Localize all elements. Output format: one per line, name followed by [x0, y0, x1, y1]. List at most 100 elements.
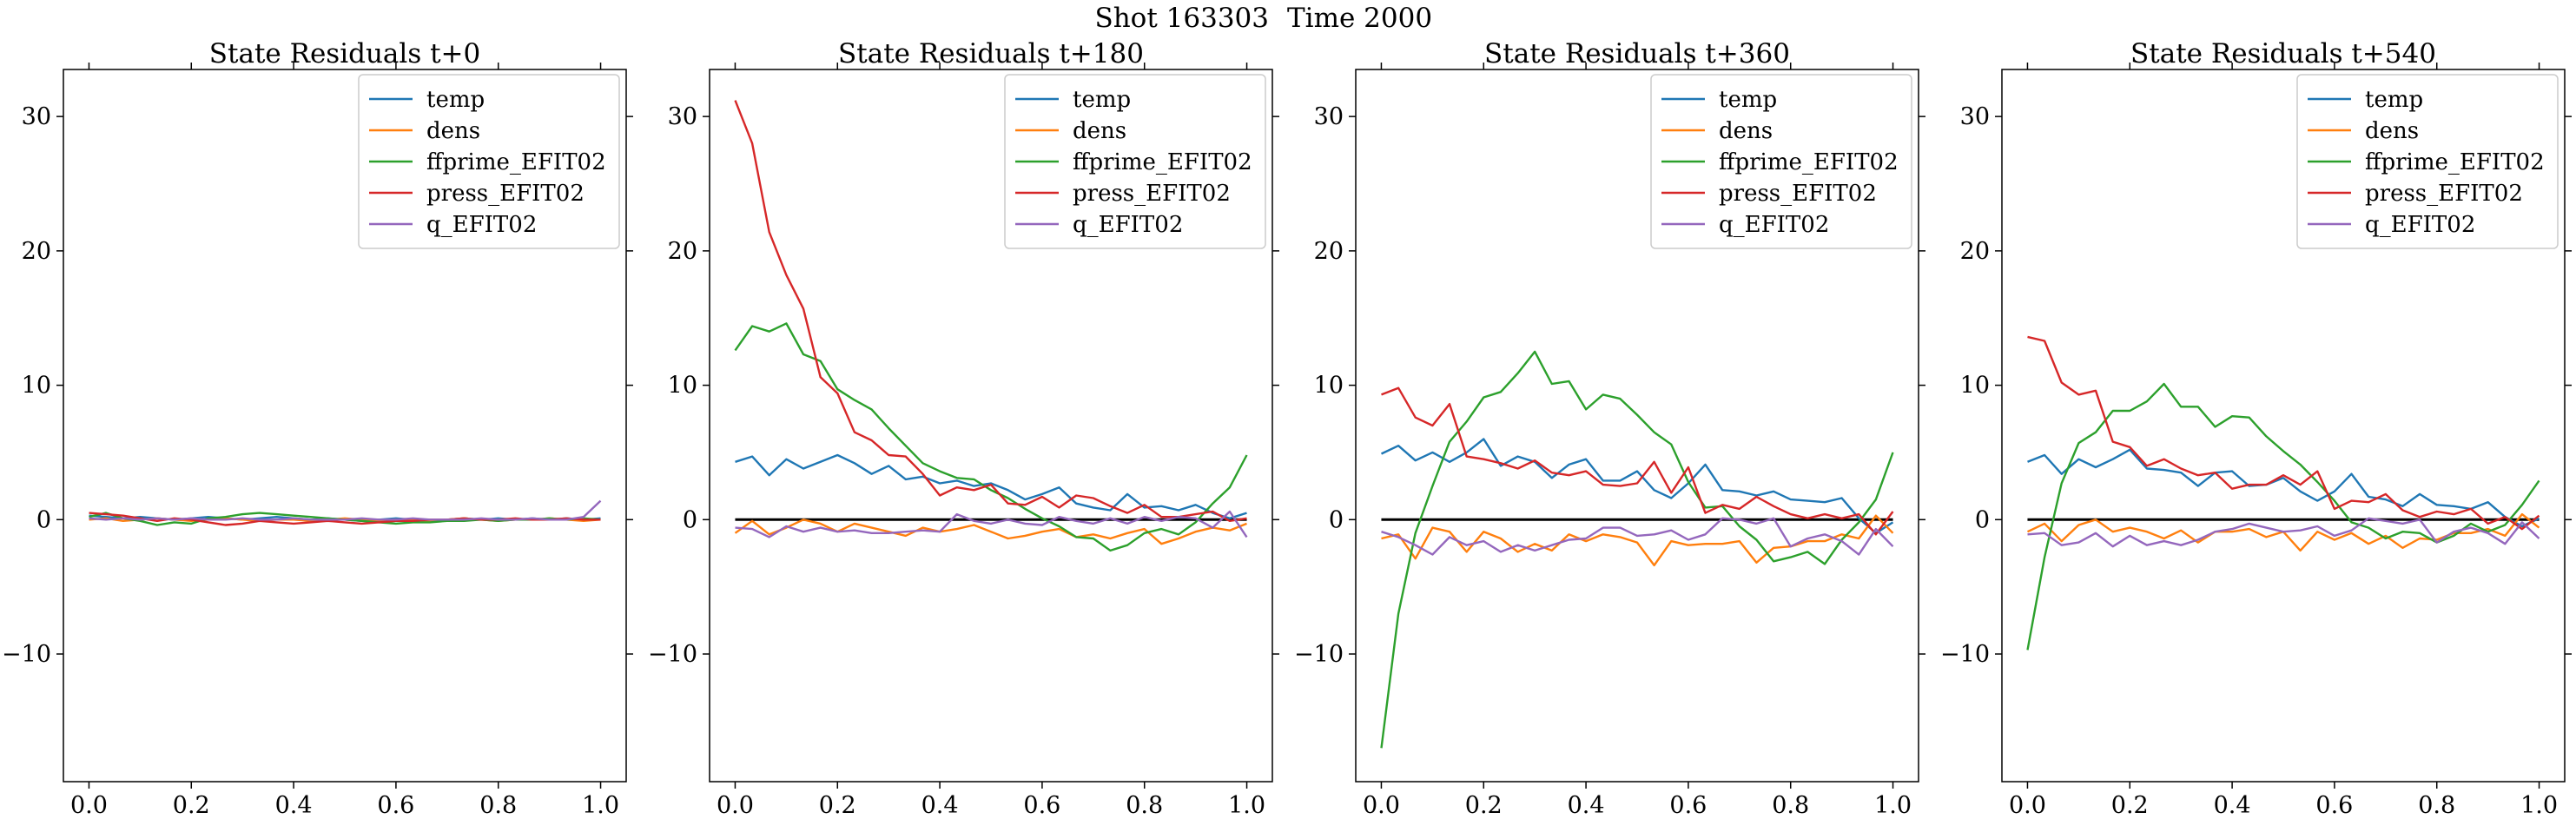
x-tick-label: 0.0	[70, 792, 108, 819]
legend: temp dens ffprime_EFIT02 press_EFIT02 q_EFIT…	[1650, 74, 1912, 249]
y-tick-label: 30	[668, 103, 697, 130]
x-tick-label: 1.0	[1228, 792, 1265, 819]
legend-label: dens	[2365, 118, 2419, 144]
x-tick-label: 0.2	[173, 792, 210, 819]
y-tick-label: 20	[1314, 238, 1344, 265]
plot-frame	[2001, 69, 2566, 783]
legend-box	[358, 74, 620, 249]
y-tick-label: 10	[1960, 373, 1990, 400]
legend-label: press_EFIT02	[1719, 181, 1877, 207]
x-tick-label: 0.8	[479, 792, 517, 819]
plot-frame	[63, 69, 627, 783]
series-line-press_EFIT02	[89, 512, 601, 526]
y-tick-label: 10	[1314, 373, 1344, 400]
series-line-press_EFIT02	[2027, 335, 2540, 531]
series-line-dens	[734, 518, 1247, 545]
y-tick-label: 10	[668, 373, 697, 400]
x-tick-label: 0.8	[1126, 792, 1163, 819]
legend-label: dens	[426, 118, 480, 144]
series-line-dens	[1381, 514, 1894, 567]
x-tick-label: 0.0	[717, 792, 754, 819]
series-line-q_EFIT02	[89, 499, 602, 521]
x-tick-label: 0.6	[1669, 792, 1707, 819]
legend-label: q_EFIT02	[426, 212, 537, 238]
y-tick-label: 10	[22, 373, 51, 400]
panel-title: State Residuals t+540	[2130, 38, 2436, 69]
legend-label: temp	[426, 87, 485, 113]
y-tick-label: 20	[668, 238, 697, 265]
y-tick-label: −10	[2, 641, 51, 668]
series-line-q_EFIT02	[1381, 517, 1894, 556]
series-line-q_EFIT02	[735, 510, 1248, 538]
panel-3: State Residuals t+540 0.0 0.2 0.4 0.6 0.8 1.0 −…	[1940, 38, 2572, 819]
legend-label: ffprime_EFIT02	[1073, 149, 1252, 175]
panel-1: State Residuals t+180 0.0 0.2 0.4 0.6 0.8 1.0 −…	[648, 38, 1279, 819]
x-tick-label: 0.6	[1023, 792, 1060, 819]
series-line-temp	[735, 453, 1247, 519]
x-tick-label: 0.2	[819, 792, 856, 819]
series-line-temp	[1380, 438, 1894, 534]
x-tick-label: 1.0	[582, 792, 619, 819]
y-tick-label: 0	[683, 506, 697, 533]
y-tick-label: 0	[1975, 506, 1990, 533]
x-tick-label: 0.8	[1772, 792, 1809, 819]
x-tick-label: 0.0	[1363, 792, 1400, 819]
legend-label: dens	[1719, 118, 1773, 144]
x-tick-label: 0.0	[2009, 792, 2046, 819]
legend: temp dens ffprime_EFIT02 press_EFIT02 q_EFIT…	[1004, 74, 1266, 249]
legend-label: temp	[2365, 87, 2423, 113]
legend: temp dens ffprime_EFIT02 press_EFIT02 q_EFIT…	[2296, 74, 2559, 249]
legend-label: press_EFIT02	[426, 181, 585, 207]
plot-frame	[709, 69, 1273, 783]
x-tick-label: 1.0	[2520, 792, 2558, 819]
legend-label: q_EFIT02	[1073, 212, 1183, 238]
y-tick-label: −10	[1294, 641, 1344, 668]
legend-box	[2296, 74, 2559, 249]
x-tick-label: 0.2	[1465, 792, 1503, 819]
series-line-ffprime_EFIT02	[734, 322, 1248, 552]
legend: temp dens ffprime_EFIT02 press_EFIT02 q_EFIT…	[358, 74, 620, 249]
legend-label: dens	[1073, 118, 1126, 144]
legend-label: press_EFIT02	[1073, 181, 1231, 207]
x-tick-label: 0.4	[921, 792, 959, 819]
legend-label: temp	[1073, 87, 1131, 113]
x-tick-label: 0.4	[275, 792, 313, 819]
x-tick-label: 0.6	[377, 792, 414, 819]
y-tick-label: −10	[1940, 641, 1990, 668]
legend-label: q_EFIT02	[1719, 212, 1829, 238]
panel-title: State Residuals t+0	[209, 38, 480, 69]
x-tick-label: 1.0	[1874, 792, 1912, 819]
y-tick-label: −10	[648, 641, 697, 668]
series-line-q_EFIT02	[2027, 517, 2540, 548]
legend-box	[1004, 74, 1266, 249]
legend-label: ffprime_EFIT02	[1719, 149, 1899, 175]
panel-2: State Residuals t+360 0.0 0.2 0.4 0.6 0.8 1.0 −…	[1294, 38, 1925, 819]
y-tick-label: 30	[22, 103, 51, 130]
x-tick-label: 0.2	[2111, 792, 2149, 819]
series-line-ffprime_EFIT02	[2026, 382, 2540, 651]
x-tick-label: 0.4	[1568, 792, 1605, 819]
plot-frame	[1355, 69, 1919, 783]
legend-label: ffprime_EFIT02	[2365, 149, 2545, 175]
legend-label: press_EFIT02	[2365, 181, 2523, 207]
y-tick-label: 0	[1329, 506, 1344, 533]
series-line-temp	[2027, 448, 2540, 528]
y-tick-label: 30	[1314, 103, 1344, 130]
panel-title: State Residuals t+180	[838, 38, 1144, 69]
panel-0: State Residuals t+0 0.0 0.2 0.4 0.6 0.8 1.0 −10…	[2, 38, 633, 819]
x-tick-label: 0.4	[2214, 792, 2251, 819]
legend-box	[1650, 74, 1912, 249]
x-tick-label: 0.8	[2418, 792, 2455, 819]
legend-label: temp	[1719, 87, 1777, 113]
y-tick-label: 30	[1960, 103, 1990, 130]
legend-label: ffprime_EFIT02	[426, 149, 606, 175]
series-line-press_EFIT02	[734, 100, 1247, 522]
figure-title-shot: Shot 163303	[1094, 3, 1269, 34]
y-tick-label: 20	[1960, 238, 1990, 265]
series-line-ffprime_EFIT02	[1380, 350, 1894, 749]
figure-title-time: Time 2000	[1287, 3, 1432, 34]
y-tick-label: 0	[36, 506, 51, 533]
panel-title: State Residuals t+360	[1484, 38, 1790, 69]
x-tick-label: 0.6	[2315, 792, 2353, 819]
